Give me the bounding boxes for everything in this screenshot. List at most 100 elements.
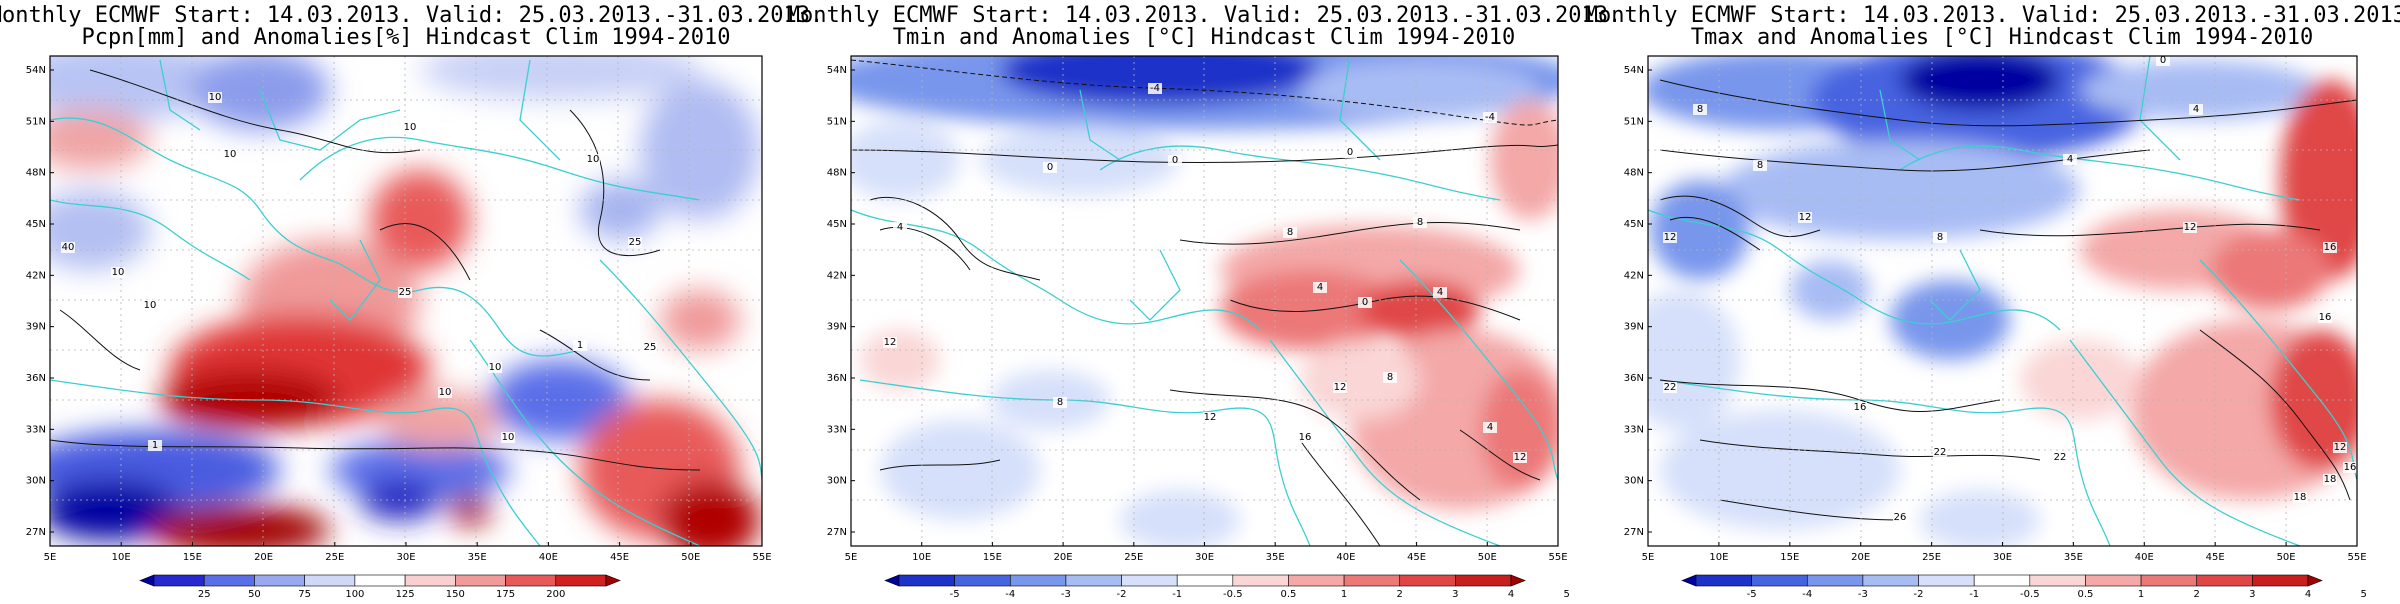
title-line-2: Tmax and Anomalies [°C] Hindcast Clim 19…	[1691, 25, 2314, 50]
colorbar-swatch	[555, 574, 607, 587]
lat-tick-label: 45N	[1624, 219, 1644, 230]
colorbar-swatch	[505, 574, 557, 587]
colorbar-label: -4	[1005, 589, 1015, 600]
contour-label: 12	[1799, 212, 1812, 223]
colorbar-arrow-high	[1510, 574, 1526, 587]
contour-label: 1	[577, 340, 583, 351]
lat-tick-label: 54N	[827, 65, 847, 76]
lon-tick-label: 55E	[752, 552, 771, 563]
colorbar-label: -2	[1914, 589, 1924, 600]
colorbar-label: 150	[446, 589, 465, 600]
colorbar-label: 4	[1508, 589, 1514, 600]
contour-label-bg	[1933, 447, 1947, 458]
contour-label: 16	[2324, 242, 2337, 253]
contour-label: 22	[1664, 382, 1677, 393]
title-line-1: Monthly ECMWF Start: 14.03.2013. Valid: …	[0, 3, 823, 28]
colorbar-swatch	[1121, 574, 1178, 587]
colorbar-label: 2	[1397, 589, 1403, 600]
lat-tick-label: 42N	[1624, 270, 1644, 281]
lon-tick-label: 50E	[2277, 552, 2296, 563]
contour-label-bg	[1358, 297, 1372, 308]
lat-tick-label: 36N	[26, 373, 46, 384]
gridlines	[851, 56, 1558, 546]
contour-label: 10	[404, 122, 417, 133]
gridlines	[50, 56, 762, 546]
contour-label-bg	[1433, 287, 1447, 298]
contour-label-bg	[1313, 282, 1327, 293]
contour-label: 16	[1854, 402, 1867, 413]
colorbar-label: 1	[2138, 589, 2144, 600]
contour-label-bg	[111, 267, 125, 278]
lon-tick-label: 40E	[539, 552, 558, 563]
lat-tick-label: 48N	[1624, 168, 1644, 179]
lon-tick-label: 55E	[2347, 552, 2366, 563]
contour-label: 0	[2160, 55, 2166, 66]
colorbar-swatch	[1455, 574, 1512, 587]
anomaly-field	[851, 56, 1558, 546]
lat-axis: 54N 51N 48N 45N 42N 39N 36N 33N 30N 27N	[1624, 65, 1652, 538]
lat-axis: 54N 51N 48N 45N 42N 39N 36N 33N 30N 27N	[827, 65, 855, 538]
lon-tick-label: 30E	[1993, 552, 2012, 563]
contour-label-bg	[61, 242, 75, 253]
contour-label: 0	[1347, 147, 1353, 158]
contour-label: 12	[1514, 452, 1527, 463]
contour-labels: -4 -4 0 0 0 4 8 4 0 4 8 12 8 4 12 16 12 8 12	[883, 83, 1527, 463]
colorbar-label: 0.5	[1281, 589, 1297, 600]
coastlines	[50, 59, 762, 546]
colorbar-swatch	[1288, 574, 1345, 587]
lon-tick-label: 50E	[681, 552, 700, 563]
contour-label: 16	[1299, 432, 1312, 443]
contour-label: 10	[439, 387, 452, 398]
contour-label: 0	[1172, 155, 1178, 166]
colorbar-label: 75	[298, 589, 311, 600]
lat-tick-label: 51N	[827, 116, 847, 127]
contour-label-bg	[1893, 512, 1907, 523]
panel-tmax: Monthly ECMWF Start: 14.03.2013. Valid: …	[1585, 3, 2400, 600]
colorbar-label: 3	[2249, 589, 2255, 600]
lon-axis: 5E 10E 15E 20E 25E 30E 35E 40E 45E 50E 55E	[1642, 542, 2367, 563]
contour-label: 8	[1387, 372, 1393, 383]
colorbar-swatch	[304, 574, 356, 587]
contour-label-bg	[1043, 162, 1057, 173]
contour-label: 40	[62, 242, 75, 253]
contour-label-bg	[883, 337, 897, 348]
contour-label-bg	[1663, 382, 1677, 393]
contour-label-bg	[398, 287, 412, 298]
contour-label: 10	[209, 92, 222, 103]
contour-label-bg	[488, 362, 502, 373]
contour-label: 4	[897, 222, 903, 233]
colorbar-label: 4	[2305, 589, 2311, 600]
contour-label-bg	[1148, 83, 1162, 94]
contour-label: 12	[2334, 442, 2347, 453]
lat-tick-label: 36N	[1624, 373, 1644, 384]
colorbar-swatch	[1009, 574, 1067, 587]
colorbar-swatch	[1862, 574, 1919, 587]
contour-label: 25	[629, 237, 642, 248]
contour-label-bg	[1053, 397, 1067, 408]
lon-tick-label: 30E	[1195, 552, 1214, 563]
lon-axis: 5E 10E 15E 20E 25E 30E 35E 40E 45E 50E 55E	[845, 542, 1568, 563]
contour-label: -4	[1485, 112, 1495, 123]
colorbar-swatch	[1343, 574, 1401, 587]
contour-label: 16	[2319, 312, 2332, 323]
lat-tick-label: 30N	[26, 476, 46, 487]
contour-label: 0	[1362, 297, 1368, 308]
contour-label-bg	[1168, 155, 1182, 166]
colorbar-label: -3	[1858, 589, 1868, 600]
contour-label-bg	[1853, 402, 1867, 413]
lat-tick-label: 33N	[827, 424, 847, 435]
contour-label-bg	[1513, 452, 1527, 463]
colorbar-swatch	[1695, 574, 1752, 587]
contour-label-bg	[2156, 56, 2170, 66]
contour-label: 22	[1934, 447, 1947, 458]
lat-tick-label: 39N	[1624, 322, 1644, 333]
contour-label: 16	[2344, 462, 2357, 473]
lat-tick-label: 54N	[26, 65, 46, 76]
colorbar-label: 50	[248, 589, 261, 600]
colorbar-swatch	[354, 574, 406, 587]
lon-tick-label: 40E	[2135, 552, 2154, 563]
lon-tick-label: 45E	[2206, 552, 2225, 563]
contour-label-bg	[143, 300, 157, 311]
contour-label: 8	[1757, 160, 1763, 171]
